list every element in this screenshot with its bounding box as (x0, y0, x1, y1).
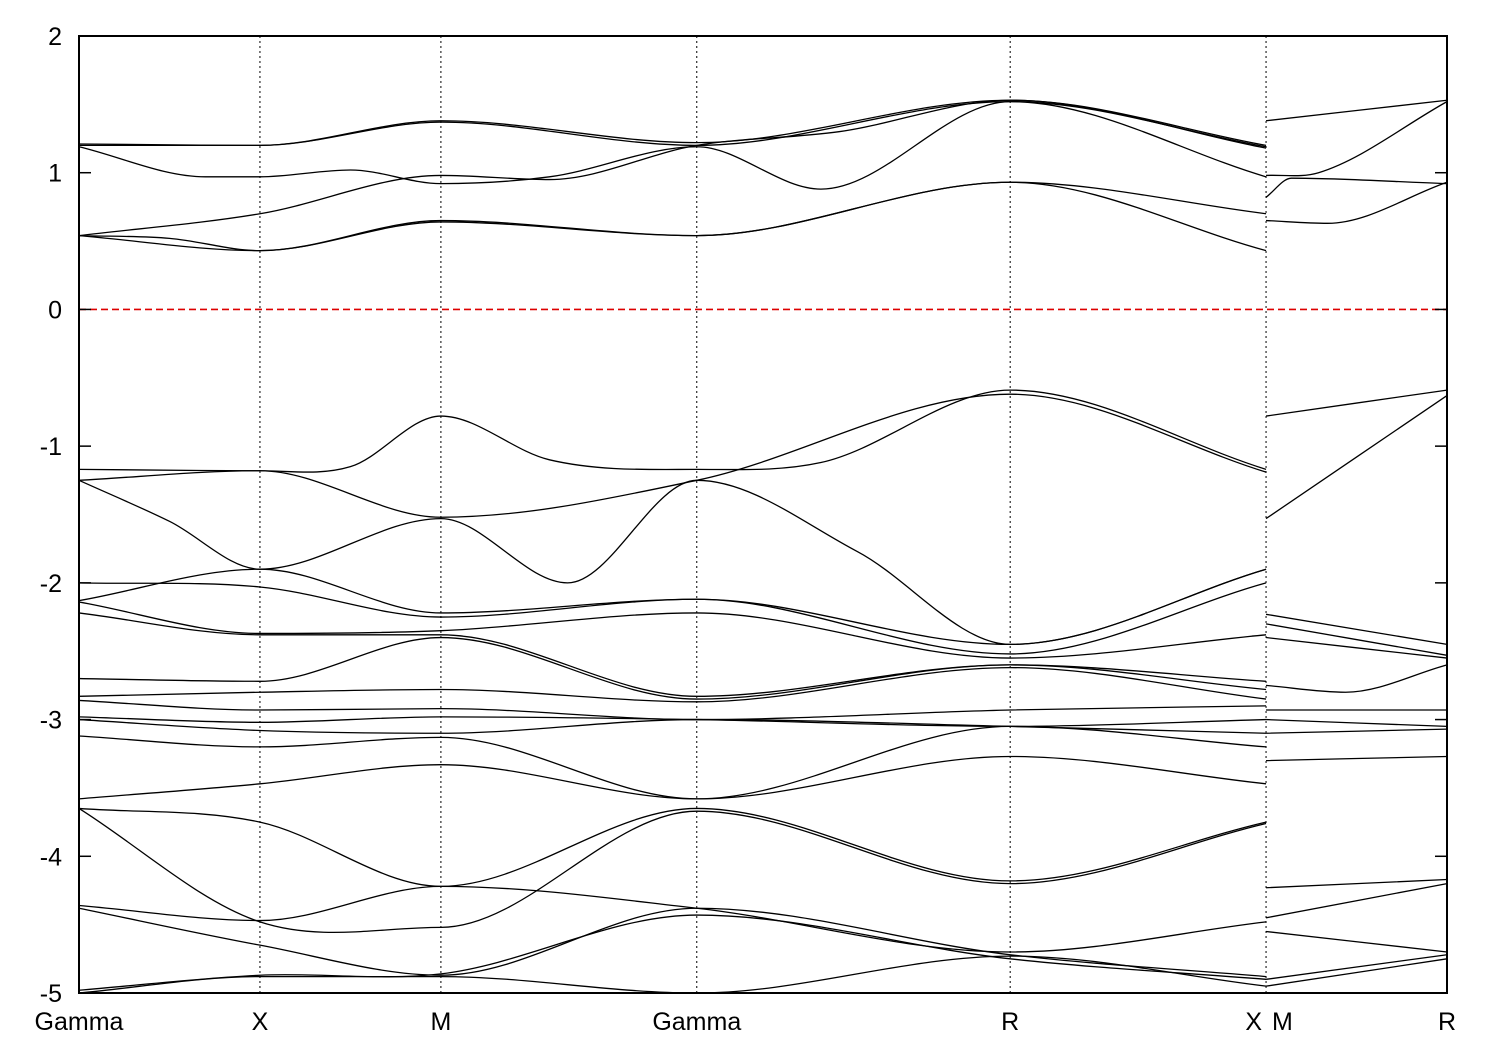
band-line-30 (1265, 389, 1448, 417)
y-tick-label: -1 (40, 433, 62, 461)
band-line-8 (78, 479, 1267, 646)
y-tick-label: -3 (40, 707, 62, 735)
y-tick-label: -4 (40, 843, 62, 871)
band-line-33 (1265, 623, 1448, 656)
band-line-41 (1265, 882, 1448, 919)
band-line-35 (1265, 664, 1448, 693)
band-line-32 (1265, 613, 1448, 646)
band-line-10 (78, 568, 1267, 655)
band-line-17 (78, 718, 1267, 734)
band-line-43 (1265, 954, 1448, 980)
band-line-0 (78, 99, 1267, 147)
band-line-16 (78, 716, 1267, 728)
y-ticks: 2 1 0 -1 -2 -3 -4 -5 (40, 23, 1447, 1008)
y-tick-label: -2 (40, 570, 62, 598)
band-line-28 (1265, 177, 1448, 198)
band-line-14 (78, 666, 1267, 703)
band-line-25 (78, 955, 1267, 994)
x-tick-label: M (430, 1008, 451, 1036)
band-line-24 (78, 914, 1267, 991)
band-line-37 (1266, 718, 1448, 728)
y-tick-label: 0 (48, 296, 62, 324)
band-line-13 (78, 636, 1267, 700)
band-line-5 (78, 181, 1267, 252)
band-line-3 (78, 99, 1267, 237)
x-tick-label: R (1001, 1008, 1019, 1036)
band-line-26 (1265, 99, 1448, 122)
band-line-29 (1266, 181, 1448, 224)
band-line-7 (78, 393, 1267, 518)
band-line-21 (78, 807, 1267, 934)
y-tick-label: 2 (48, 23, 62, 51)
band-line-38 (1266, 728, 1448, 734)
plot-frame (78, 35, 1448, 994)
band-line-23 (78, 907, 1267, 978)
y-tick-label: 1 (48, 160, 62, 188)
band-line-27 (1266, 101, 1448, 177)
band-lines (78, 99, 1448, 994)
x-ticks: Gamma X M Gamma R X M R (35, 1008, 1456, 1036)
band-line-11 (78, 601, 1267, 659)
band-line-1 (79, 100, 1267, 148)
band-line-19 (78, 755, 1267, 800)
x-tick-label: X (252, 1008, 269, 1036)
band-line-9 (78, 568, 1267, 646)
band-line-18 (78, 725, 1267, 800)
x-tick-label: Gamma (35, 1008, 124, 1036)
x-tick-label: X (1245, 1008, 1262, 1036)
band-line-42 (1265, 930, 1448, 953)
band-line-31 (1265, 395, 1448, 520)
band-line-44 (1265, 958, 1448, 987)
band-line-6 (78, 389, 1267, 473)
band-line-40 (1266, 878, 1448, 889)
band-line-15 (78, 699, 1267, 721)
x-tick-label: M (1272, 1008, 1293, 1036)
x-tick-label: Gamma (652, 1008, 741, 1036)
band-line-2 (78, 100, 1267, 190)
y-tick-label: -5 (40, 980, 62, 1008)
band-line-39 (1266, 755, 1448, 762)
x-tick-label: R (1438, 1008, 1456, 1036)
band-line-20 (78, 807, 1267, 888)
band-line-34 (1265, 636, 1448, 659)
band-line-22 (78, 885, 1267, 953)
